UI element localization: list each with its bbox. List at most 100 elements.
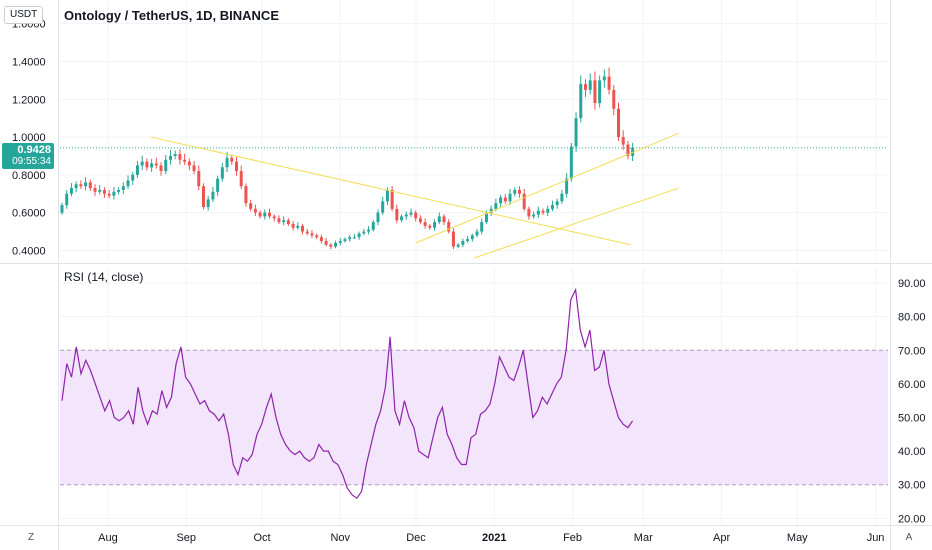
candle-body — [560, 193, 564, 202]
candle-body — [550, 205, 554, 209]
trendline — [415, 132, 679, 244]
candles — [60, 67, 888, 250]
rsi-axis: 20.00 30.00 40.00 50.00 60.00 70.00 80.00 90.00 — [898, 278, 926, 525]
candle-body — [234, 161, 238, 172]
candle-body — [263, 212, 267, 217]
candle-body — [357, 233, 361, 238]
candle-body — [404, 214, 408, 217]
chart-title: Ontology / TetherUS, 1D, BINANCE — [64, 8, 279, 23]
last-price-badge: 0.9428 09:55:34 — [2, 143, 54, 169]
candle-body — [536, 210, 540, 215]
candle-body — [268, 212, 272, 217]
candle-body — [145, 161, 149, 168]
zoom-reset-button[interactable]: Z — [27, 532, 35, 543]
time-axis: Aug Sep Oct Nov Dec 2021 Feb Mar Apr May Jun — [98, 532, 884, 544]
candle-body — [352, 237, 356, 239]
candle-body — [466, 239, 470, 241]
candle-body — [621, 137, 625, 145]
candle-body — [329, 244, 333, 247]
time-tick-label: May — [787, 532, 808, 544]
candle-body — [456, 244, 460, 247]
candle-body — [527, 208, 531, 217]
candle-body — [475, 231, 479, 236]
candle-body — [117, 189, 121, 192]
candle-body — [305, 231, 309, 234]
currency-button[interactable]: USDT — [4, 6, 44, 24]
price-tick-label: 0.4000 — [12, 245, 46, 257]
candle-body — [480, 222, 484, 232]
price-axis: 0.40000.60000.80001.00001.20001.40001.60… — [12, 19, 46, 258]
candle-body — [197, 171, 201, 187]
candle-body — [60, 205, 64, 213]
candle-body — [593, 80, 597, 104]
candle-body — [409, 212, 413, 215]
candle-body — [376, 212, 380, 223]
candle-body — [503, 197, 507, 202]
candle-body — [343, 239, 347, 241]
candle-body — [555, 201, 559, 206]
time-tick-label: 2021 — [482, 532, 506, 544]
candle-body — [154, 163, 158, 166]
candle-body — [277, 218, 281, 223]
candle-body — [131, 174, 135, 181]
price-tick-label: 1.0000 — [12, 132, 46, 144]
candle-body — [583, 84, 587, 90]
candle-body — [225, 157, 229, 168]
rsi-band — [60, 349, 888, 486]
candle-body — [107, 193, 111, 196]
candle-body — [324, 240, 328, 245]
rsi-tick-label: 60.00 — [898, 379, 926, 391]
candle-body — [244, 186, 248, 204]
candle-body — [98, 189, 102, 192]
rsi-tick-label: 80.00 — [898, 312, 926, 324]
trendlines — [150, 132, 679, 259]
candle-body — [159, 165, 163, 172]
candle-body — [470, 235, 474, 240]
candle-body — [513, 189, 517, 194]
candle-body — [121, 186, 125, 190]
candle-body — [192, 165, 196, 172]
candle-body — [126, 180, 130, 187]
last-price-value: 0.9428 — [17, 144, 51, 156]
candle-body — [631, 147, 635, 156]
time-tick-label: Oct — [253, 532, 270, 544]
candle-body — [69, 188, 73, 194]
candle-body — [428, 225, 432, 228]
candle-body — [220, 167, 224, 179]
candle-body — [272, 216, 276, 219]
time-tick-label: Nov — [330, 532, 350, 544]
candle-body — [612, 89, 616, 109]
candle-body — [385, 189, 389, 202]
rsi-band-fill — [60, 350, 888, 485]
candle-body — [532, 214, 536, 217]
price-tick-label: 0.8000 — [12, 170, 46, 182]
price-tick-label: 1.4000 — [12, 56, 46, 68]
candle-body — [565, 178, 569, 194]
rsi-tick-label: 30.00 — [898, 480, 926, 492]
candle-body — [602, 76, 606, 81]
candle-body — [253, 208, 257, 213]
candle-body — [588, 80, 592, 90]
time-tick-label: Mar — [634, 532, 653, 544]
candle-body — [230, 157, 234, 162]
candle-body — [112, 191, 116, 196]
auto-scale-button[interactable]: A — [905, 532, 913, 543]
candle-body — [508, 193, 512, 202]
candle-body — [286, 220, 290, 224]
candle-body — [319, 237, 323, 241]
candle-body — [338, 240, 342, 243]
candle-body — [150, 163, 154, 168]
candle-body — [348, 237, 352, 240]
candle-body — [442, 216, 446, 223]
candle-body — [484, 212, 488, 223]
candle-body — [178, 154, 182, 160]
rsi-tick-label: 20.00 — [898, 513, 926, 525]
candle-body — [168, 155, 172, 160]
candle-body — [414, 212, 418, 219]
rsi-line — [61, 287, 634, 500]
candle-body — [282, 220, 286, 223]
candle-body — [395, 208, 399, 221]
candle-body — [447, 222, 451, 232]
candle-body — [433, 222, 437, 228]
